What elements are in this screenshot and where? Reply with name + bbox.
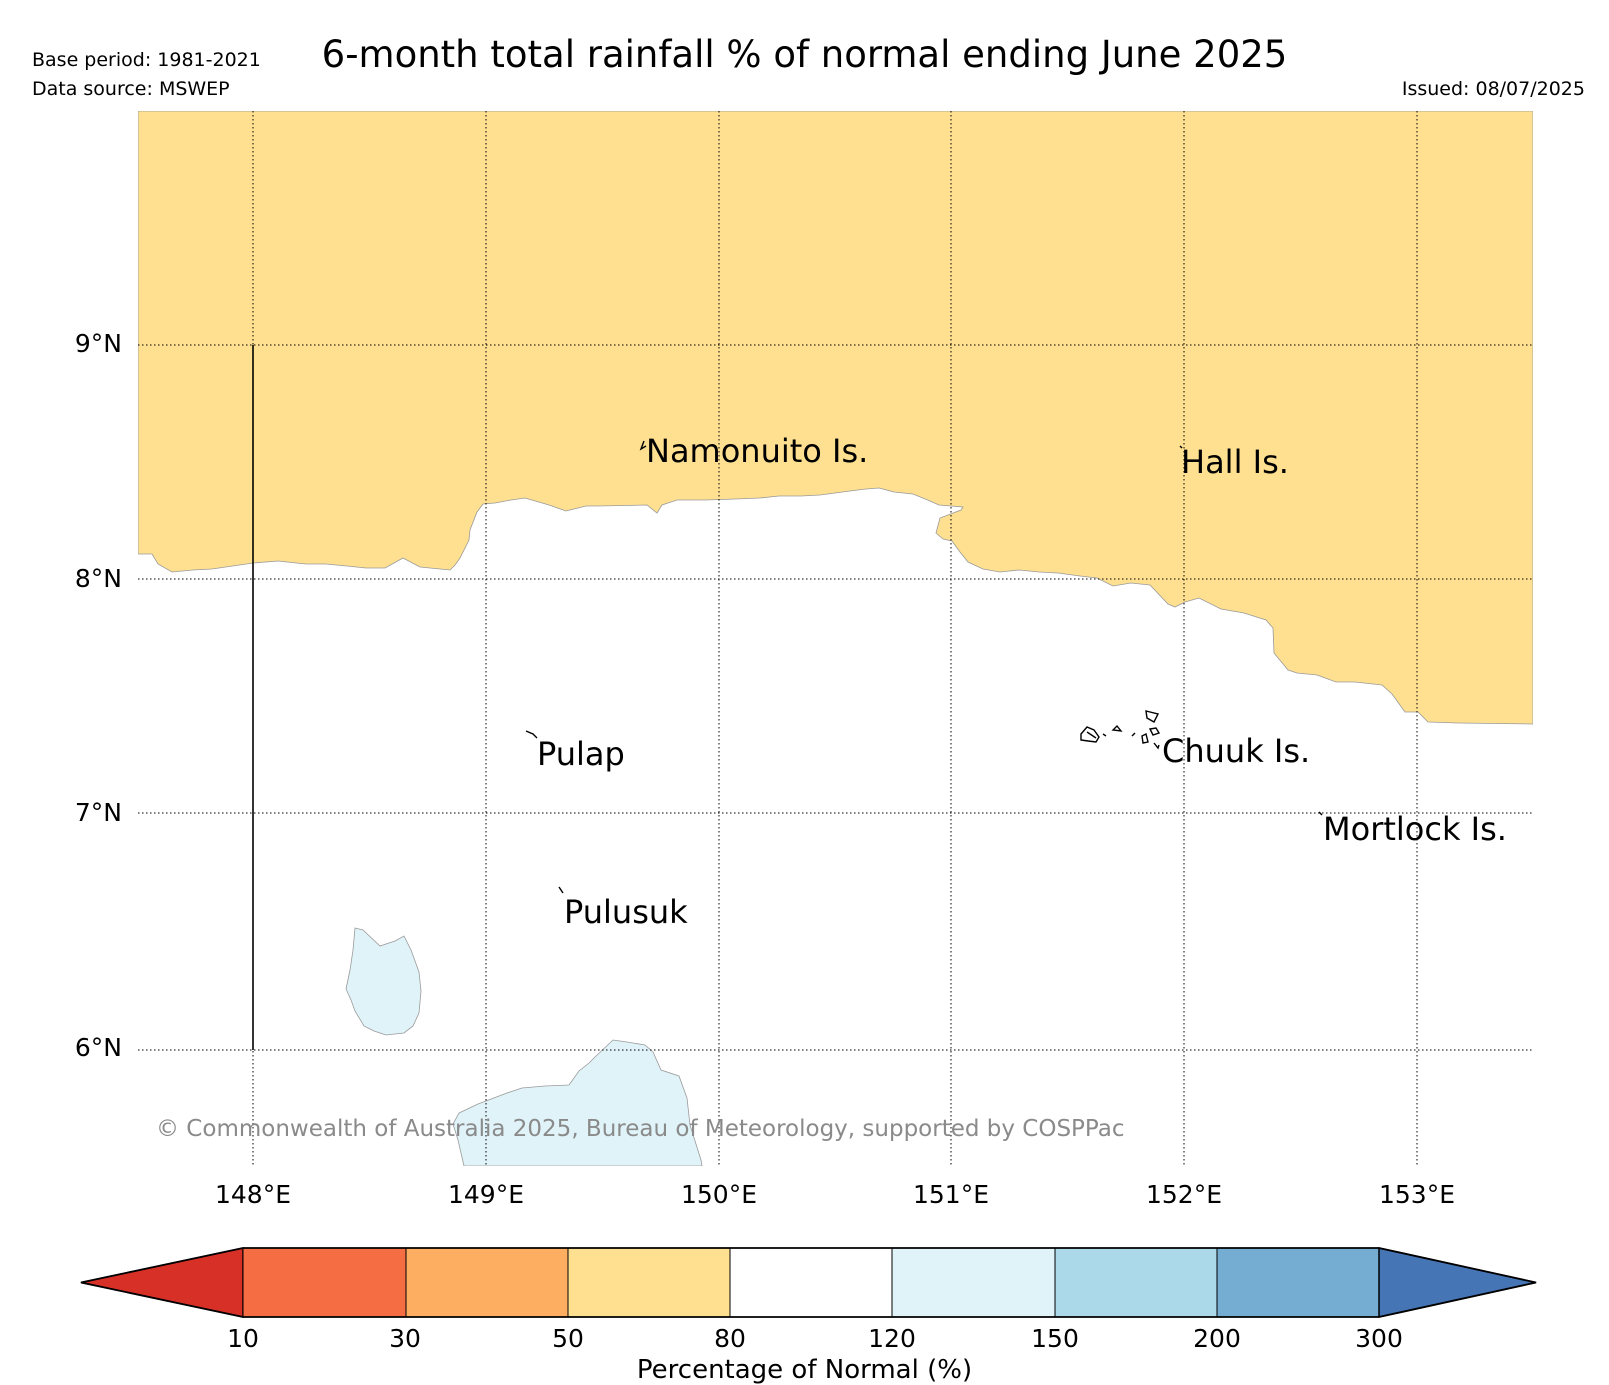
place-label-mortlock: Mortlock Is. [1323,810,1507,848]
pulap-island-shape [525,730,538,739]
colorbar-tick-50: 50 [552,1324,584,1353]
colorbar [80,1247,1537,1318]
colorbar-tick-120: 120 [868,1324,916,1353]
namonuito-island-shape [639,440,647,451]
map-title: 6-month total rainfall % of normal endin… [321,33,1288,76]
hall-island-shape [1179,445,1183,449]
place-label-pulusuk: Pulusuk [564,893,688,931]
lon-label-153e: 153°E [1378,1180,1455,1209]
colorbar-label: Percentage of Normal (%) [636,1355,973,1385]
colorbar-tick-200: 200 [1193,1324,1241,1353]
colorbar-tick-150: 150 [1031,1324,1079,1353]
lat-label-8n: 8°N [74,564,122,593]
place-label-chuuk: Chuuk Is. [1162,732,1311,770]
colorbar-segment-200-300 [1216,1247,1380,1318]
lat-label-6n: 6°N [74,1033,122,1062]
colorbar-tick-30: 30 [389,1324,421,1353]
lon-label-149e: 149°E [447,1180,524,1209]
colorbar-tick-10: 10 [227,1324,259,1353]
colorbar-outline [80,1247,1537,1318]
mortlock-island-shape [1318,811,1323,816]
lon-label-148e: 148°E [214,1180,291,1209]
rainfall-region-120-150-south [452,1039,703,1166]
place-label-pulap: Pulap [537,735,625,773]
colorbar-tick-300: 300 [1355,1324,1403,1353]
map-gridlines [138,111,1533,1166]
base-period-text: Base period: 1981-2021 [32,49,261,71]
lon-label-151e: 151°E [912,1180,989,1209]
copyright-text: © Commonwealth of Australia 2025, Bureau… [156,1116,1125,1142]
rainfall-region-120-150-west [345,927,422,1036]
chuuk-islands-shape [1080,710,1161,750]
colorbar-segment-below-10 [80,1247,244,1318]
colorbar-segment-80-120 [729,1247,893,1318]
issued-date-text: Issued: 08/07/2025 [1401,78,1585,100]
lat-label-9n: 9°N [74,329,122,358]
map-plot-area [138,111,1533,1166]
colorbar-segment-120-150 [891,1247,1056,1318]
lon-label-150e: 150°E [680,1180,757,1209]
colorbar-segment-50-80 [567,1247,731,1318]
colorbar-segment-30-50 [405,1247,569,1318]
lon-label-152e: 152°E [1145,1180,1222,1209]
pulusuk-island-shape [558,886,564,894]
colorbar-segment-150-200 [1054,1247,1218,1318]
colorbar-tick-80: 80 [714,1324,746,1353]
colorbar-segment-above-300 [1378,1247,1537,1318]
island-outlines [525,440,1323,894]
place-label-hall: Hall Is. [1181,443,1289,481]
colorbar-segment-10-30 [242,1247,407,1318]
place-label-namonuito: Namonuito Is. [646,432,869,470]
data-source-text: Data source: MSWEP [32,78,230,100]
lat-label-7n: 7°N [74,798,122,827]
